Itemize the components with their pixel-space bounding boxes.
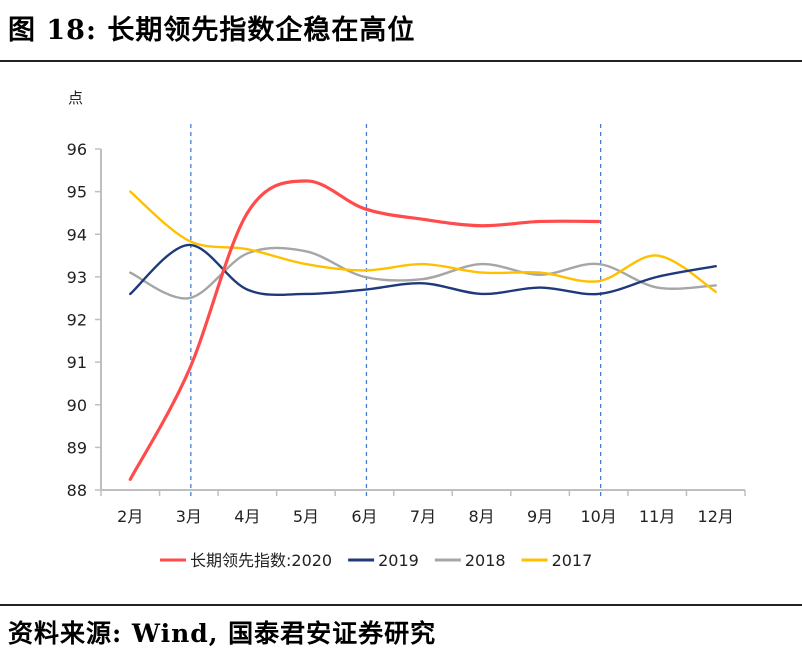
bottom-rule <box>0 604 802 606</box>
x-tick-label: 7月 <box>410 507 436 526</box>
reference-lines <box>190 124 602 500</box>
legend: 长期领先指数:2020 2019 2018 2017 <box>160 551 592 570</box>
x-axis: 2月 3月 4月 5月 6月 7月 8月 9月 10月 11月 12月 <box>100 489 746 526</box>
y-axis: 88 89 90 91 92 93 94 95 96 <box>67 140 102 500</box>
y-tick-label: 93 <box>67 268 87 287</box>
y-tick-label: 90 <box>67 396 87 415</box>
y-tick-label: 95 <box>67 183 87 202</box>
series-line-2017 <box>129 190 717 293</box>
legend-label: 2019 <box>378 551 419 570</box>
series-line-2019 <box>129 243 717 297</box>
x-tick-label: 10月 <box>580 507 616 526</box>
x-tick-label: 6月 <box>351 507 377 526</box>
series-lines <box>128 179 717 481</box>
y-tick-label: 91 <box>67 353 87 372</box>
x-tick-label: 2月 <box>117 507 143 526</box>
x-tick-label: 8月 <box>468 507 494 526</box>
x-tick-label: 4月 <box>234 507 260 526</box>
y-tick-label: 92 <box>67 311 87 330</box>
y-tick-label: 94 <box>67 225 87 244</box>
x-tick-label: 9月 <box>527 507 553 526</box>
x-tick-label: 11月 <box>639 507 675 526</box>
y-tick-label: 88 <box>67 481 87 500</box>
top-rule <box>0 60 802 62</box>
figure-title: 图 18: 长期领先指数企稳在高位 <box>8 15 416 46</box>
legend-label: 2018 <box>465 551 506 570</box>
y-tick-label: 96 <box>67 140 87 159</box>
x-tick-label: 3月 <box>176 507 202 526</box>
series-line-2020 <box>128 179 601 481</box>
legend-label: 2017 <box>552 551 593 570</box>
x-tick-label: 5月 <box>293 507 319 526</box>
y-axis-unit-label: 点 <box>68 89 83 107</box>
source-note: 资料来源: Wind, 国泰君安证券研究 <box>8 619 437 648</box>
legend-label: 长期领先指数:2020 <box>190 551 332 570</box>
y-tick-label: 89 <box>67 438 87 457</box>
x-tick-label: 12月 <box>698 507 734 526</box>
line-chart: 点 88 89 90 91 92 93 94 95 96 2月 3月 4月 5月 6月 7月 8月 9月 10月… <box>67 89 746 570</box>
